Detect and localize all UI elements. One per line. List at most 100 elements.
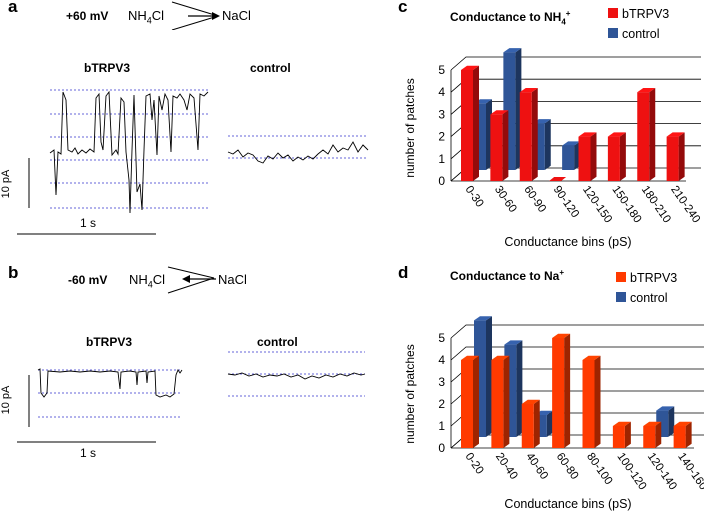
bar-side [502,110,509,181]
panel-a-trace-btrpv3 [49,90,209,214]
bar-side [624,421,631,448]
x-tick-label: 140-160 [675,451,704,492]
panel-b-solution-left: NH4Cl [129,272,166,290]
panel-a-solution-right: NaCl [222,8,251,23]
panel-b-left-levels [38,369,182,418]
panel-a-voltage: +60 mV [66,9,109,23]
bar-side [531,88,538,181]
bar-top [521,399,540,404]
bar [612,426,625,448]
x-axis-label: Conductance bins (pS) [504,497,631,511]
bar-top [490,110,509,115]
legend-swatch [616,272,626,282]
panel-c-title: Conductance to NH4+ [450,9,571,27]
bar-side [668,406,675,437]
bar-side [655,421,662,448]
bar-side [594,355,601,448]
panel-b-trace-control [227,372,366,380]
bar-top [461,355,479,360]
panel-a-right-levels [228,135,368,159]
bar-top [582,355,601,360]
panel-a-traces [17,89,369,235]
bar [666,136,679,181]
y-tick-label: 1 [438,419,445,433]
x-tick-label: 60-80 [554,451,581,482]
bar-top [461,65,479,70]
bar [549,177,567,181]
bar-side [473,355,479,448]
panel-b-label: b [8,263,19,282]
bar [491,360,504,448]
bar-top [643,421,662,426]
panel-b-traces [17,351,366,443]
bar-side [516,340,523,437]
y-tick-label: 4 [438,85,445,99]
y-tick-label: 3 [438,107,445,121]
legend-label: control [622,27,660,41]
panel-a-trace-right-title: control [250,61,291,75]
y-tick-label: 5 [438,63,445,77]
bar-side [619,132,626,181]
y-tick-label: 0 [438,441,445,455]
x-tick-label: 120-140 [645,451,679,492]
bar [578,136,591,181]
bar-side [544,119,551,170]
gridline [450,56,701,71]
panel-b-voltage: -60 mV [68,273,108,287]
bar-side [649,88,656,181]
bar-top [612,421,631,426]
bar-top [673,421,692,426]
bar-top [503,48,522,53]
panel-b-scale-x-label: 1 s [80,446,97,460]
gridline [450,346,704,361]
panel-a-trace-left-title: bTRPV3 [84,61,131,75]
bar-top [552,333,571,338]
y-axis-label: number of patches [403,344,417,443]
bar [643,426,656,448]
bar-top [656,406,675,411]
legend-label: bTRPV3 [630,271,677,285]
bar [521,404,534,448]
y-tick-label: 2 [438,397,445,411]
y-tick-label: 4 [438,353,445,367]
bar-top [504,340,523,345]
bar [607,136,620,181]
x-tick-label: 20-40 [493,451,520,482]
x-tick-label: 0-20 [463,451,486,477]
panel-a-arrow-diagram [171,1,220,30]
y-tick-label: 0 [438,174,445,188]
legend-swatch [608,8,618,18]
bar-top [578,132,597,137]
x-tick-label: 100-120 [614,451,648,492]
y-tick-label: 1 [438,152,445,166]
bar [637,92,650,181]
legend-swatch [616,292,626,302]
bar-top [562,141,581,146]
bar-top [474,316,492,321]
x-axis-label: Conductance bins (pS) [504,235,631,249]
legend-swatch [608,28,618,38]
x-tick-label: 40-60 [523,451,550,482]
bar-side [564,333,571,448]
bar-side [486,316,492,437]
bar [673,426,686,448]
panel-b-solution-right: NaCl [218,272,247,287]
panel-b-trace-left-title: bTRPV3 [86,335,133,349]
panel-a-scale-x-label: 1 s [80,216,97,230]
bar-top [637,88,656,93]
bar-side [678,132,685,181]
y-tick-label: 5 [438,331,445,345]
bar [519,92,532,181]
y-tick-label: 2 [438,130,445,144]
panel-a-solution-left: NH4Cl [128,8,165,26]
gridline [450,324,704,339]
bar-side [685,421,692,448]
bar [562,145,575,170]
bar-top [666,132,685,137]
y-tick-label: 3 [438,375,445,389]
bar [582,360,595,448]
panel-b-right-levels [228,351,365,397]
bar-side [590,132,597,181]
